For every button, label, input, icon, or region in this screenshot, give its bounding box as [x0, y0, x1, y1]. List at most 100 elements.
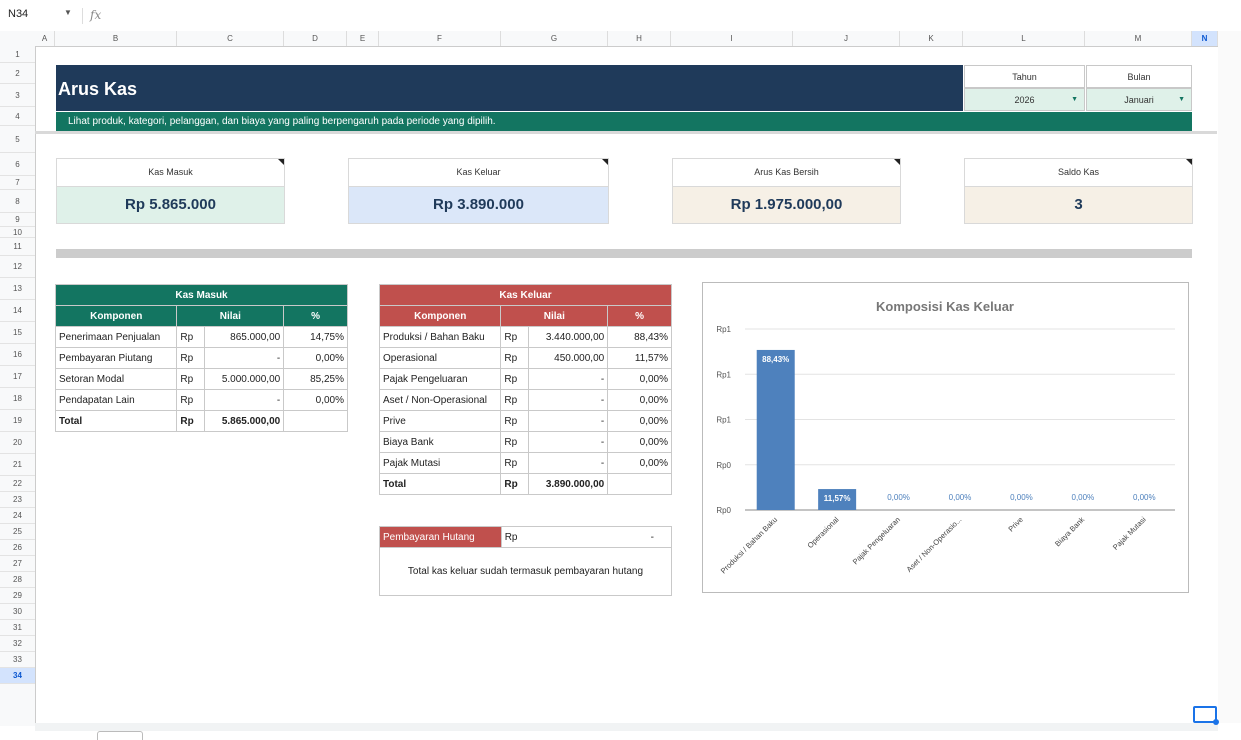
- row-header-1[interactable]: 1: [0, 46, 35, 63]
- row-header-15[interactable]: 15: [0, 322, 35, 344]
- row-header-18[interactable]: 18: [0, 388, 35, 410]
- row-header-8[interactable]: 8: [0, 190, 35, 213]
- row-header-34[interactable]: 34: [0, 668, 35, 684]
- column-header-j[interactable]: J: [793, 31, 900, 46]
- table-row[interactable]: Prive Rp -0,00%: [378, 410, 672, 432]
- column-header-b[interactable]: B: [55, 31, 177, 46]
- column-header-bar: [0, 31, 1218, 47]
- sheet-tab[interactable]: [97, 731, 143, 740]
- row-header-20[interactable]: 20: [0, 432, 35, 454]
- column-header: %: [607, 305, 672, 327]
- row-header-14[interactable]: 14: [0, 300, 35, 322]
- row-header-24[interactable]: 24: [0, 508, 35, 524]
- column-header: Nilai: [500, 305, 609, 327]
- kpi-value: 3: [965, 187, 1192, 223]
- row-header-10[interactable]: 10: [0, 227, 35, 238]
- table-row[interactable]: Operasional Rp 450.000,00 11,57%: [378, 347, 672, 369]
- table-row[interactable]: Pembayaran Piutang Rp -0,00%: [54, 347, 348, 369]
- row-header-3[interactable]: 3: [0, 84, 35, 107]
- month-value: Januari: [1124, 95, 1154, 105]
- year-select[interactable]: 2026 ▼: [964, 88, 1085, 111]
- column-header-l[interactable]: L: [963, 31, 1085, 46]
- row-header-29[interactable]: 29: [0, 588, 35, 604]
- column-header-d[interactable]: D: [284, 31, 347, 46]
- table-row[interactable]: Pajak Mutasi Rp -0,00%: [378, 452, 672, 474]
- x-tick-label: Aset / Non-Operasio...: [905, 515, 964, 574]
- row-header-30[interactable]: 30: [0, 604, 35, 620]
- row-header-11[interactable]: 11: [0, 238, 35, 256]
- y-tick-label: Rp1: [716, 325, 731, 334]
- row-header-27[interactable]: 27: [0, 556, 35, 572]
- table-total-row[interactable]: Total Rp 3.890.000,00: [378, 473, 672, 495]
- chevron-down-icon[interactable]: ▼: [64, 8, 72, 17]
- kpi-card-arus-kas-bersih[interactable]: Arus Kas Bersih Rp 1.975.000,00: [672, 158, 901, 224]
- cell-cur: Rp: [176, 347, 206, 369]
- column-header-h[interactable]: H: [608, 31, 671, 46]
- row-header-7[interactable]: 7: [0, 176, 35, 190]
- row-header-32[interactable]: 32: [0, 636, 35, 652]
- table-row[interactable]: Produksi / Bahan Baku Rp 3.440.000,00 88,43…: [378, 326, 672, 348]
- table-total-row[interactable]: Total Rp 5.865.000,00: [54, 410, 348, 432]
- column-header-m[interactable]: M: [1085, 31, 1192, 46]
- column-header-n[interactable]: N: [1192, 31, 1218, 46]
- cell-pct: 0,00%: [283, 389, 348, 411]
- cell-pct: 0,00%: [607, 389, 672, 411]
- cell-pct: 0,00%: [607, 410, 672, 432]
- row-header-17[interactable]: 17: [0, 366, 35, 388]
- cell-komponen: Setoran Modal: [54, 368, 178, 390]
- table-row[interactable]: Setoran Modal Rp 5.000.000,00 85,25%: [54, 368, 348, 390]
- y-tick-label: Rp1: [716, 370, 731, 379]
- row-header-31[interactable]: 31: [0, 620, 35, 636]
- chevron-down-icon[interactable]: ▼: [1178, 96, 1185, 103]
- cell-komponen: Pajak Pengeluaran: [378, 368, 502, 390]
- column-header-i[interactable]: I: [671, 31, 793, 46]
- month-select[interactable]: Januari ▼: [1086, 88, 1192, 111]
- table-row[interactable]: Aset / Non-Operasional Rp -0,00%: [378, 389, 672, 411]
- row-header-6[interactable]: 6: [0, 153, 35, 176]
- row-header-28[interactable]: 28: [0, 572, 35, 588]
- row-header-2[interactable]: 2: [0, 63, 35, 84]
- resize-handle-icon: [1213, 719, 1219, 725]
- row-header-19[interactable]: 19: [0, 410, 35, 432]
- name-box[interactable]: N34 ▼: [8, 8, 78, 24]
- column-header-f[interactable]: F: [379, 31, 501, 46]
- row-header-9[interactable]: 9: [0, 213, 35, 227]
- kpi-value: Rp 5.865.000: [57, 187, 284, 223]
- page-title: Arus Kas: [58, 79, 138, 99]
- freeze-divider[interactable]: [35, 131, 1217, 134]
- currency: Rp: [500, 473, 530, 495]
- column-header-c[interactable]: C: [177, 31, 284, 46]
- hutang-value-cell[interactable]: Rp -: [500, 526, 673, 548]
- cell-cur: Rp: [176, 326, 206, 348]
- kpi-card-saldo-kas[interactable]: Saldo Kas 3: [964, 158, 1193, 224]
- kpi-card-kas-masuk[interactable]: Kas Masuk Rp 5.865.000: [56, 158, 285, 224]
- table-row[interactable]: Biaya Bank Rp -0,00%: [378, 431, 672, 453]
- kpi-card-kas-keluar[interactable]: Kas Keluar Rp 3.890.000: [348, 158, 609, 224]
- column-header-a[interactable]: A: [35, 31, 55, 46]
- row-header-16[interactable]: 16: [0, 344, 35, 366]
- row-header-21[interactable]: 21: [0, 454, 35, 476]
- table-row[interactable]: Penerimaan Penjualan Rp 865.000,00 14,75%: [54, 326, 348, 348]
- column-header-g[interactable]: G: [501, 31, 608, 46]
- row-header-5[interactable]: 5: [0, 126, 35, 153]
- row-header-12[interactable]: 12: [0, 256, 35, 278]
- row-header-23[interactable]: 23: [0, 492, 35, 508]
- column-header-k[interactable]: K: [900, 31, 963, 46]
- explore-button[interactable]: [1193, 706, 1219, 725]
- horizontal-scrollbar[interactable]: [35, 723, 1218, 731]
- row-header-13[interactable]: 13: [0, 278, 35, 300]
- chart-kas-keluar[interactable]: Komposisi Kas Keluar Rp0 Rp0 Rp1 Rp1 Rp1 88,43…: [702, 282, 1189, 593]
- chevron-down-icon[interactable]: ▼: [1071, 96, 1078, 103]
- x-tick-label: Pajak Mutasi: [1111, 515, 1148, 552]
- column-header-e[interactable]: E: [347, 31, 379, 46]
- table-row[interactable]: Pajak Pengeluaran Rp -0,00%: [378, 368, 672, 390]
- section-divider: [56, 249, 1192, 258]
- row-header-33[interactable]: 33: [0, 652, 35, 668]
- row-header-4[interactable]: 4: [0, 107, 35, 126]
- vertical-scrollbar[interactable]: [1218, 31, 1241, 723]
- table-row[interactable]: Pendapatan Lain Rp -0,00%: [54, 389, 348, 411]
- cell-nilai: 450.000,00: [528, 347, 609, 369]
- row-header-26[interactable]: 26: [0, 540, 35, 556]
- row-header-22[interactable]: 22: [0, 476, 35, 492]
- row-header-25[interactable]: 25: [0, 524, 35, 540]
